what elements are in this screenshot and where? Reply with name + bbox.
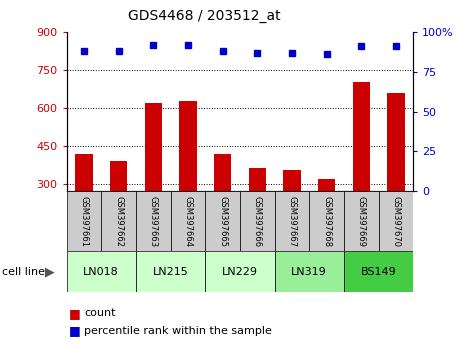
Bar <box>283 170 301 191</box>
Bar <box>318 178 335 191</box>
Text: GSM397669: GSM397669 <box>357 196 366 247</box>
Bar <box>214 154 231 191</box>
Bar <box>205 251 275 292</box>
Bar <box>171 191 205 251</box>
Text: GSM397663: GSM397663 <box>149 196 158 247</box>
Text: ■: ■ <box>69 325 81 337</box>
Text: GSM397665: GSM397665 <box>218 196 227 247</box>
Text: count: count <box>84 308 115 318</box>
Bar <box>248 169 266 191</box>
Text: LN229: LN229 <box>222 267 258 277</box>
Text: GSM397664: GSM397664 <box>183 196 192 247</box>
Text: ▶: ▶ <box>45 265 55 278</box>
Bar <box>66 191 101 251</box>
Text: ■: ■ <box>69 307 81 320</box>
Bar <box>275 251 344 292</box>
Bar <box>75 154 93 191</box>
Text: GSM397662: GSM397662 <box>114 196 123 247</box>
Text: LN018: LN018 <box>83 267 119 277</box>
Bar <box>136 191 171 251</box>
Bar <box>275 191 309 251</box>
Text: GSM397661: GSM397661 <box>79 196 88 247</box>
Text: BS149: BS149 <box>361 267 397 277</box>
Bar <box>101 191 136 251</box>
Text: GDS4468 / 203512_at: GDS4468 / 203512_at <box>128 9 281 23</box>
Bar <box>344 251 413 292</box>
Text: percentile rank within the sample: percentile rank within the sample <box>84 326 272 336</box>
Bar <box>344 191 379 251</box>
Bar <box>240 191 275 251</box>
Bar <box>352 82 370 191</box>
Text: LN215: LN215 <box>152 267 189 277</box>
Text: GSM397670: GSM397670 <box>391 196 400 247</box>
Bar <box>387 92 405 191</box>
Text: cell line: cell line <box>2 267 46 277</box>
Bar <box>144 103 162 191</box>
Text: LN319: LN319 <box>291 267 327 277</box>
Bar <box>379 191 413 251</box>
Text: GSM397667: GSM397667 <box>287 196 296 247</box>
Bar <box>179 101 197 191</box>
Text: GSM397666: GSM397666 <box>253 196 262 247</box>
Bar <box>136 251 205 292</box>
Bar <box>66 251 136 292</box>
Bar <box>205 191 240 251</box>
Bar <box>309 191 344 251</box>
Bar <box>110 161 127 191</box>
Text: GSM397668: GSM397668 <box>322 196 331 247</box>
